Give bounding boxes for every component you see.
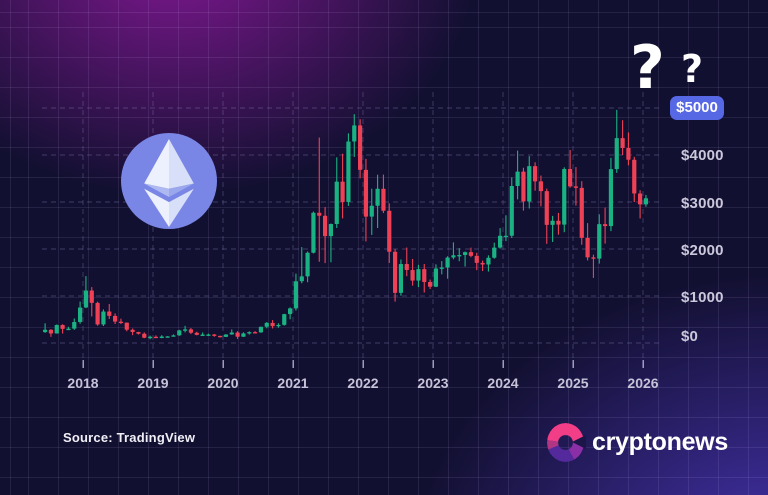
- price-5000-badge: $5000: [670, 96, 724, 120]
- cryptonews-ring-notch: [572, 435, 586, 449]
- ethereum-icon: [121, 133, 217, 229]
- y-axis-label-0: $0: [681, 328, 699, 345]
- cryptonews-c-icon: [547, 422, 586, 462]
- x-axis-label-2019: 2019: [137, 375, 169, 391]
- x-axis-label-2020: 2020: [207, 375, 239, 391]
- ethereum-diamond: [144, 139, 194, 227]
- y-axis-label-4000: $4000: [681, 147, 724, 164]
- question-mark-small-icon: ?: [681, 47, 704, 91]
- x-axis-label-2018: 2018: [67, 375, 99, 391]
- x-axis-label-2022: 2022: [347, 375, 379, 391]
- x-axis-label-2023: 2023: [417, 375, 449, 391]
- question-mark-large-icon: ?: [630, 33, 665, 103]
- cryptonews-logo: cryptonews: [547, 421, 728, 463]
- x-axis-label-2024: 2024: [487, 375, 519, 391]
- y-axis-label-3000: $3000: [681, 195, 724, 212]
- source-credit: Source: TradingView: [63, 430, 196, 445]
- x-axis-label-2026: 2026: [627, 375, 659, 391]
- x-axis-label-2021: 2021: [277, 375, 309, 391]
- y-axis-label-1000: $1000: [681, 289, 724, 306]
- cryptonews-wordmark: cryptonews: [592, 427, 728, 456]
- x-axis-label-2025: 2025: [557, 375, 589, 391]
- y-axis-label-2000: $2000: [681, 242, 724, 259]
